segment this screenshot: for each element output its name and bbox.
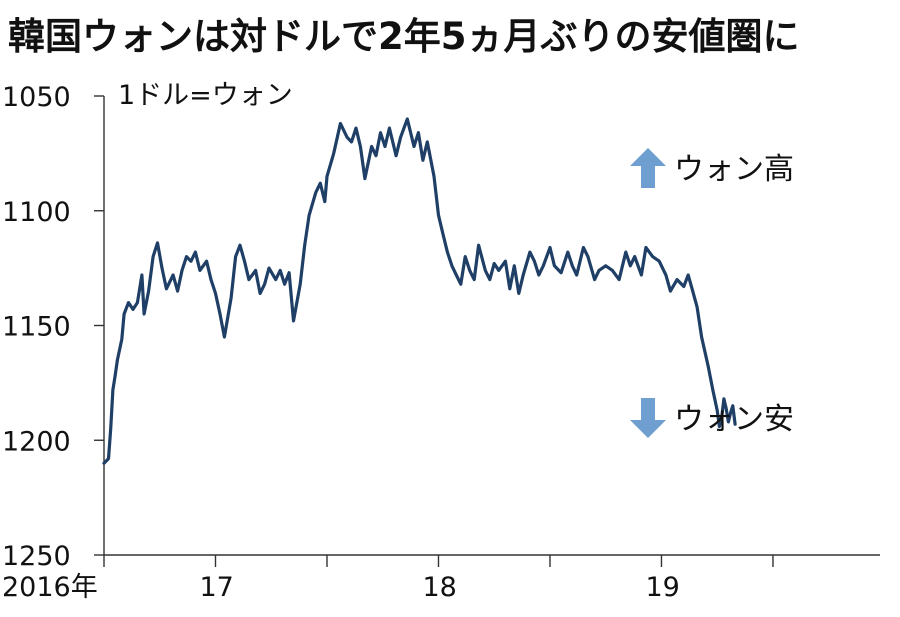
chart-title: 韓国ウォンは対ドルで2年5ヵ月ぶりの安値圏に [8, 15, 800, 58]
x-axis-ticks: 2016年 17 18 19 [2, 555, 774, 603]
annotation-label: ウォン安 [674, 402, 794, 437]
y-tick-label: 1050 [2, 82, 71, 113]
y-tick-label: 1200 [2, 426, 71, 457]
y-tick-label: 1100 [2, 197, 71, 228]
unit-label: 1ドル=ウォン [118, 80, 293, 111]
x-tick-label: 2016年 [2, 572, 98, 603]
y-tick-label: 1250 [2, 541, 71, 572]
series-line [102, 117, 737, 465]
x-tick-label: 18 [422, 572, 456, 603]
x-tick-label: 19 [645, 572, 679, 603]
arrow-down-icon [630, 398, 666, 438]
series-group [102, 117, 737, 465]
x-tick-label: 17 [199, 572, 233, 603]
annotation-label: ウォン高 [674, 152, 794, 187]
y-axis-ticks: 1050 1100 1150 1200 1250 [2, 82, 104, 572]
y-tick-label: 1150 [2, 312, 71, 343]
arrow-up-icon [630, 148, 666, 188]
